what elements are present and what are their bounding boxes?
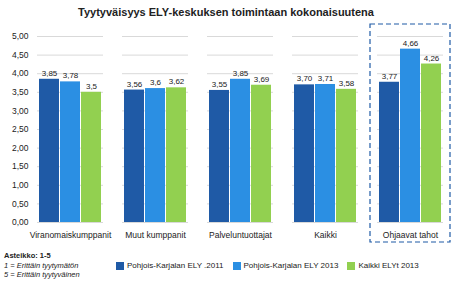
svg-text:0,00: 0,00	[12, 217, 29, 227]
svg-text:Ohjaavat tahot: Ohjaavat tahot	[383, 230, 439, 240]
svg-text:4,50: 4,50	[12, 50, 29, 60]
html-text:5 = Erittäin tyytyväinen: 5 = Erittäin tyytyväinen	[4, 270, 80, 280]
svg-text:4,00: 4,00	[12, 68, 29, 78]
svg-text:3,6: 3,6	[150, 78, 162, 87]
html-text:1 = Erittäin tyytymätön: 1 = Erittäin tyytymätön	[4, 260, 79, 270]
svg-text:Kaikki: Kaikki	[314, 230, 337, 240]
svg-text:5,00: 5,00	[12, 31, 29, 41]
svg-text:3,77: 3,77	[382, 72, 398, 81]
svg-text:3,5: 3,5	[86, 82, 98, 91]
svg-text:3,71: 3,71	[318, 74, 334, 83]
svg-text:4,66: 4,66	[403, 39, 419, 48]
svg-text:3,70: 3,70	[297, 74, 313, 83]
svg-text:3,62: 3,62	[169, 77, 185, 86]
svg-text:3,56: 3,56	[127, 80, 143, 89]
svg-text:Muut kumppanit: Muut kumppanit	[125, 230, 186, 240]
svg-text:4,26: 4,26	[424, 54, 440, 63]
svg-text:3,00: 3,00	[12, 106, 29, 116]
html-text:Tyytyväisyys ELY-keskuksen toi: Tyytyväisyys ELY-keskuksen toimintaan ko…	[78, 6, 374, 18]
svg-text:Viranomaiskumppanit: Viranomaiskumppanit	[30, 230, 112, 240]
svg-text:1,50: 1,50	[12, 161, 29, 171]
svg-text:0,50: 0,50	[12, 199, 29, 209]
html-text:Pohjois-Karjalan ELY 2013: Pohjois-Karjalan ELY 2013	[243, 261, 339, 270]
svg-text:2,00: 2,00	[12, 143, 29, 153]
html-text:Pohjois-Karjalan ELY .2011: Pohjois-Karjalan ELY .2011	[127, 261, 224, 270]
svg-text:3,55: 3,55	[212, 80, 228, 89]
svg-text:3,50: 3,50	[12, 87, 29, 97]
svg-text:3,78: 3,78	[63, 71, 79, 80]
svg-text:3,69: 3,69	[254, 75, 270, 84]
svg-text:Palveluntuottajat: Palveluntuottajat	[209, 230, 272, 240]
svg-text:2,50: 2,50	[12, 124, 29, 134]
svg-text:3,85: 3,85	[42, 69, 58, 78]
html-text:Kaikki ELYt 2013: Kaikki ELYt 2013	[358, 261, 419, 270]
html-text:Asteikko: 1-5: Asteikko: 1-5	[4, 251, 51, 261]
svg-text:3,85: 3,85	[233, 69, 249, 78]
svg-text:3,58: 3,58	[339, 79, 355, 88]
svg-text:1,00: 1,00	[12, 180, 29, 190]
